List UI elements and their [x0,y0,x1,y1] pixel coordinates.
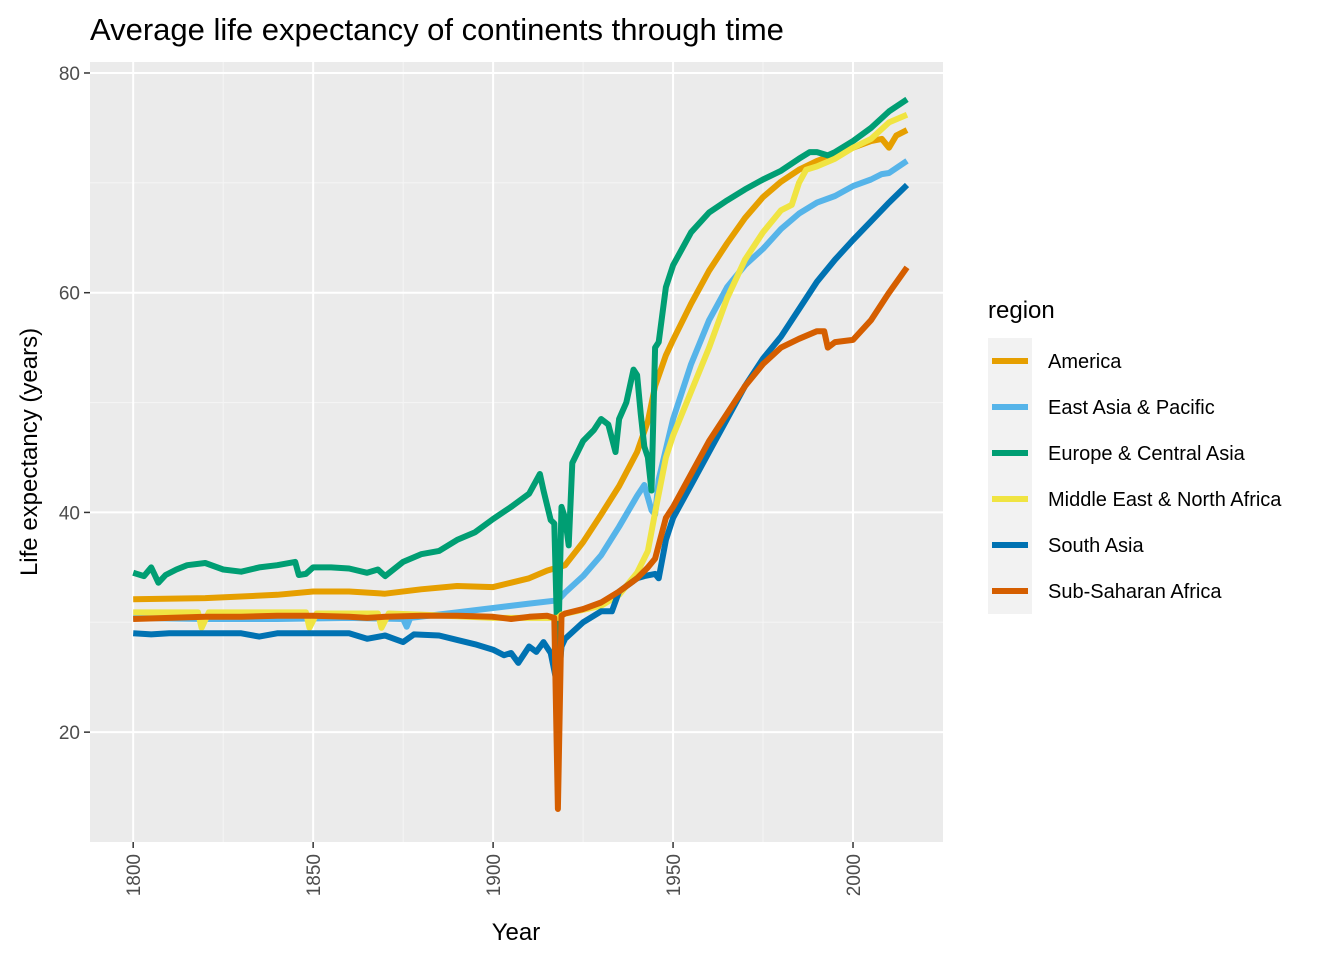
legend-label: Middle East & North Africa [1048,489,1282,511]
x-axis-title: Year [492,919,541,946]
legend: region America East Asia & Pacific Europe … [988,297,1282,614]
y-tick-label: 40 [59,503,80,524]
series-lines [132,96,910,812]
series-line [133,265,910,812]
x-tick-label: 2000 [844,854,865,896]
legend-title: region [988,297,1055,324]
legend-label: South Asia [1048,535,1145,557]
chart-title: Average life expectancy of continents th… [90,12,784,47]
y-tick-label: 80 [59,64,80,85]
grid [90,62,943,842]
legend-label: Sub-Saharan Africa [1048,581,1222,603]
y-tick-label: 60 [59,284,80,305]
plot-panel [90,62,943,842]
y-tick-label: 20 [59,723,80,744]
series-line [132,96,909,664]
series-line [133,158,909,630]
legend-label: Europe & Central Asia [1048,443,1246,465]
x-tick-label: 1800 [124,854,145,896]
legend-label: East Asia & Pacific [1048,397,1215,419]
y-axis-title: Life expectancy (years) [16,328,43,576]
x-tick-label: 1900 [484,854,505,896]
legend-label: America [1048,351,1122,373]
x-tick-label: 1950 [664,854,685,896]
x-tick-label: 1850 [304,854,325,896]
axes: 1800 1850 1900 1950 2000 20 40 60 80 [59,64,865,896]
